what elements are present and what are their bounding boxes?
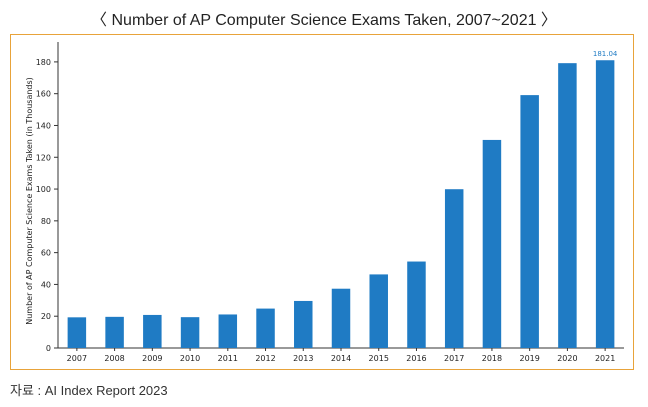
- y-tick-label: 20: [41, 312, 51, 321]
- x-tick-label: 2009: [142, 354, 162, 363]
- bar-2009: [143, 314, 162, 348]
- bar-2015: [369, 274, 388, 348]
- y-tick-label: 120: [36, 153, 51, 162]
- y-axis-title: Number of AP Computer Science Exams Take…: [25, 77, 34, 325]
- x-tick-label: 2010: [180, 354, 200, 363]
- bar-2016: [407, 261, 426, 348]
- y-tick-label: 40: [41, 280, 51, 289]
- x-tick-label: 2015: [369, 354, 389, 363]
- bar-2019: [520, 95, 539, 348]
- bar-chart: 0 20 40 60 80 100 120 140 160 180 Number of AP Com…: [25, 42, 624, 363]
- x-tick-label: 2012: [255, 354, 275, 363]
- data-label-2021: 181.04: [593, 50, 618, 58]
- x-tick-label: 2020: [557, 354, 577, 363]
- page-title: 〈 Number of AP Computer Science Exams Ta…: [91, 12, 557, 29]
- bar-2017: [444, 189, 464, 348]
- y-tick-label: 60: [41, 249, 51, 258]
- y-tick-label: 180: [36, 58, 51, 67]
- x-tick-label: 2008: [104, 354, 124, 363]
- y-tick-label: 0: [46, 344, 51, 353]
- bar-2012: [256, 308, 275, 348]
- x-tick-label: 2014: [331, 354, 351, 363]
- chart-frame: [10, 34, 634, 370]
- bar-2013: [294, 300, 313, 348]
- x-tick-label: 2011: [218, 354, 238, 363]
- bar-2018: [482, 139, 502, 348]
- y-tick-label: 140: [36, 121, 51, 130]
- bar-2011: [218, 314, 238, 348]
- bar-2010: [180, 317, 200, 348]
- bar-2021: [595, 60, 615, 348]
- x-tick-label: 2013: [293, 354, 313, 363]
- bar-2007: [67, 317, 87, 348]
- y-tick-label: 100: [36, 185, 51, 194]
- x-tick-label: 2019: [519, 354, 539, 363]
- bar-2008: [105, 316, 124, 348]
- bar-2020: [558, 63, 577, 348]
- x-tick-label: 2017: [444, 354, 464, 363]
- x-tick-label: 2021: [595, 354, 615, 363]
- x-tick-label: 2018: [482, 354, 502, 363]
- y-tick-label: 160: [36, 90, 51, 99]
- x-tick-label: 2016: [406, 354, 426, 363]
- source-note: 자료 : AI Index Report 2023: [10, 383, 168, 398]
- bar-2014: [331, 288, 351, 348]
- x-tick-label: 2007: [67, 354, 87, 363]
- y-tick-label: 80: [41, 217, 51, 226]
